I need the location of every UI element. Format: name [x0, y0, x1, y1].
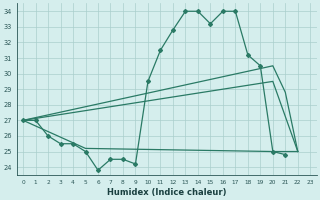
X-axis label: Humidex (Indice chaleur): Humidex (Indice chaleur)	[107, 188, 227, 197]
